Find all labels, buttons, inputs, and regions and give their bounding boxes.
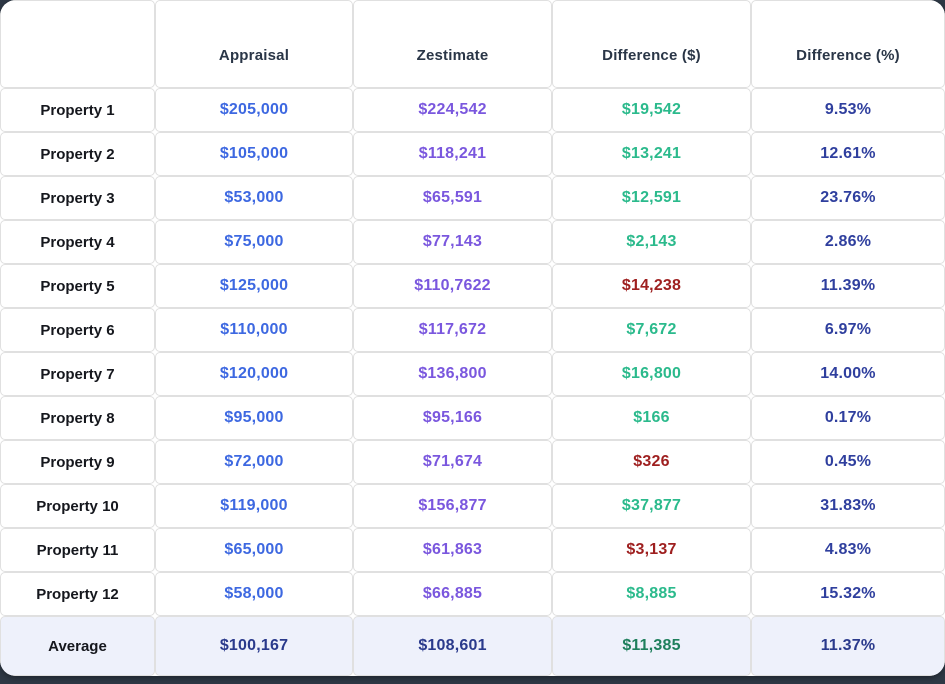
table-row: Property 9 $72,000 $71,674 $326 0.45% [0, 440, 945, 484]
table-row: Property 11 $65,000 $61,863 $3,137 4.83% [0, 528, 945, 572]
difference-percent-value: 11.39% [751, 264, 945, 308]
average-zestimate-value: $108,601 [353, 616, 552, 676]
header-cell-appraisal: Appraisal [155, 0, 353, 88]
appraisal-value: $53,000 [155, 176, 353, 220]
table-row: Property 3 $53,000 $65,591 $12,591 23.76… [0, 176, 945, 220]
zestimate-value: $224,542 [353, 88, 552, 132]
header-cell-difference-percent: Difference (%) [751, 0, 945, 88]
difference-percent-value: 6.97% [751, 308, 945, 352]
average-difference-percent-value: 11.37% [751, 616, 945, 676]
table-row: Property 8 $95,000 $95,166 $166 0.17% [0, 396, 945, 440]
row-label: Property 9 [0, 440, 155, 484]
zestimate-value: $71,674 [353, 440, 552, 484]
row-label: Property 8 [0, 396, 155, 440]
table-row: Property 5 $125,000 $110,7622 $14,238 11… [0, 264, 945, 308]
difference-percent-value: 31.83% [751, 484, 945, 528]
difference-percent-value: 4.83% [751, 528, 945, 572]
difference-percent-value: 2.86% [751, 220, 945, 264]
appraisal-value: $125,000 [155, 264, 353, 308]
difference-dollar-value: $37,877 [552, 484, 751, 528]
row-label: Property 7 [0, 352, 155, 396]
difference-percent-value: 12.61% [751, 132, 945, 176]
table-row: Property 12 $58,000 $66,885 $8,885 15.32… [0, 572, 945, 616]
zestimate-value: $136,800 [353, 352, 552, 396]
difference-dollar-value: $166 [552, 396, 751, 440]
average-row-label: Average [0, 616, 155, 676]
row-label: Property 4 [0, 220, 155, 264]
row-label: Property 11 [0, 528, 155, 572]
difference-dollar-value: $14,238 [552, 264, 751, 308]
difference-dollar-value: $326 [552, 440, 751, 484]
difference-dollar-value: $16,800 [552, 352, 751, 396]
appraisal-value: $119,000 [155, 484, 353, 528]
difference-percent-value: 0.17% [751, 396, 945, 440]
difference-dollar-value: $12,591 [552, 176, 751, 220]
zestimate-value: $118,241 [353, 132, 552, 176]
average-difference-dollar-value: $11,385 [552, 616, 751, 676]
property-comparison-table: Appraisal Zestimate Difference ($) Diffe… [0, 0, 945, 676]
row-label: Property 10 [0, 484, 155, 528]
appraisal-value: $95,000 [155, 396, 353, 440]
header-cell-zestimate: Zestimate [353, 0, 552, 88]
zestimate-value: $117,672 [353, 308, 552, 352]
appraisal-value: $75,000 [155, 220, 353, 264]
difference-dollar-value: $7,672 [552, 308, 751, 352]
difference-dollar-value: $8,885 [552, 572, 751, 616]
table-row: Property 4 $75,000 $77,143 $2,143 2.86% [0, 220, 945, 264]
table-row: Property 7 $120,000 $136,800 $16,800 14.… [0, 352, 945, 396]
zestimate-value: $110,7622 [353, 264, 552, 308]
appraisal-value: $58,000 [155, 572, 353, 616]
header-cell-empty [0, 0, 155, 88]
difference-dollar-value: $2,143 [552, 220, 751, 264]
row-label: Property 12 [0, 572, 155, 616]
appraisal-value: $120,000 [155, 352, 353, 396]
zestimate-value: $156,877 [353, 484, 552, 528]
row-label: Property 3 [0, 176, 155, 220]
average-appraisal-value: $100,167 [155, 616, 353, 676]
table-row: Property 6 $110,000 $117,672 $7,672 6.97… [0, 308, 945, 352]
table-row: Property 10 $119,000 $156,877 $37,877 31… [0, 484, 945, 528]
header-cell-difference-dollar: Difference ($) [552, 0, 751, 88]
zestimate-value: $66,885 [353, 572, 552, 616]
appraisal-value: $110,000 [155, 308, 353, 352]
table-row: Property 1 $205,000 $224,542 $19,542 9.5… [0, 88, 945, 132]
row-label: Property 6 [0, 308, 155, 352]
zestimate-value: $95,166 [353, 396, 552, 440]
row-label: Property 2 [0, 132, 155, 176]
row-label: Property 1 [0, 88, 155, 132]
appraisal-value: $105,000 [155, 132, 353, 176]
zestimate-value: $61,863 [353, 528, 552, 572]
row-label: Property 5 [0, 264, 155, 308]
zestimate-value: $65,591 [353, 176, 552, 220]
difference-dollar-value: $3,137 [552, 528, 751, 572]
difference-percent-value: 14.00% [751, 352, 945, 396]
difference-percent-value: 23.76% [751, 176, 945, 220]
average-row: Average $100,167 $108,601 $11,385 11.37% [0, 616, 945, 676]
zestimate-value: $77,143 [353, 220, 552, 264]
difference-percent-value: 0.45% [751, 440, 945, 484]
difference-dollar-value: $19,542 [552, 88, 751, 132]
difference-percent-value: 9.53% [751, 88, 945, 132]
difference-dollar-value: $13,241 [552, 132, 751, 176]
difference-percent-value: 15.32% [751, 572, 945, 616]
table-card: Appraisal Zestimate Difference ($) Diffe… [0, 0, 945, 676]
appraisal-value: $205,000 [155, 88, 353, 132]
appraisal-value: $65,000 [155, 528, 353, 572]
table-row: Property 2 $105,000 $118,241 $13,241 12.… [0, 132, 945, 176]
table-header-row: Appraisal Zestimate Difference ($) Diffe… [0, 0, 945, 88]
appraisal-value: $72,000 [155, 440, 353, 484]
